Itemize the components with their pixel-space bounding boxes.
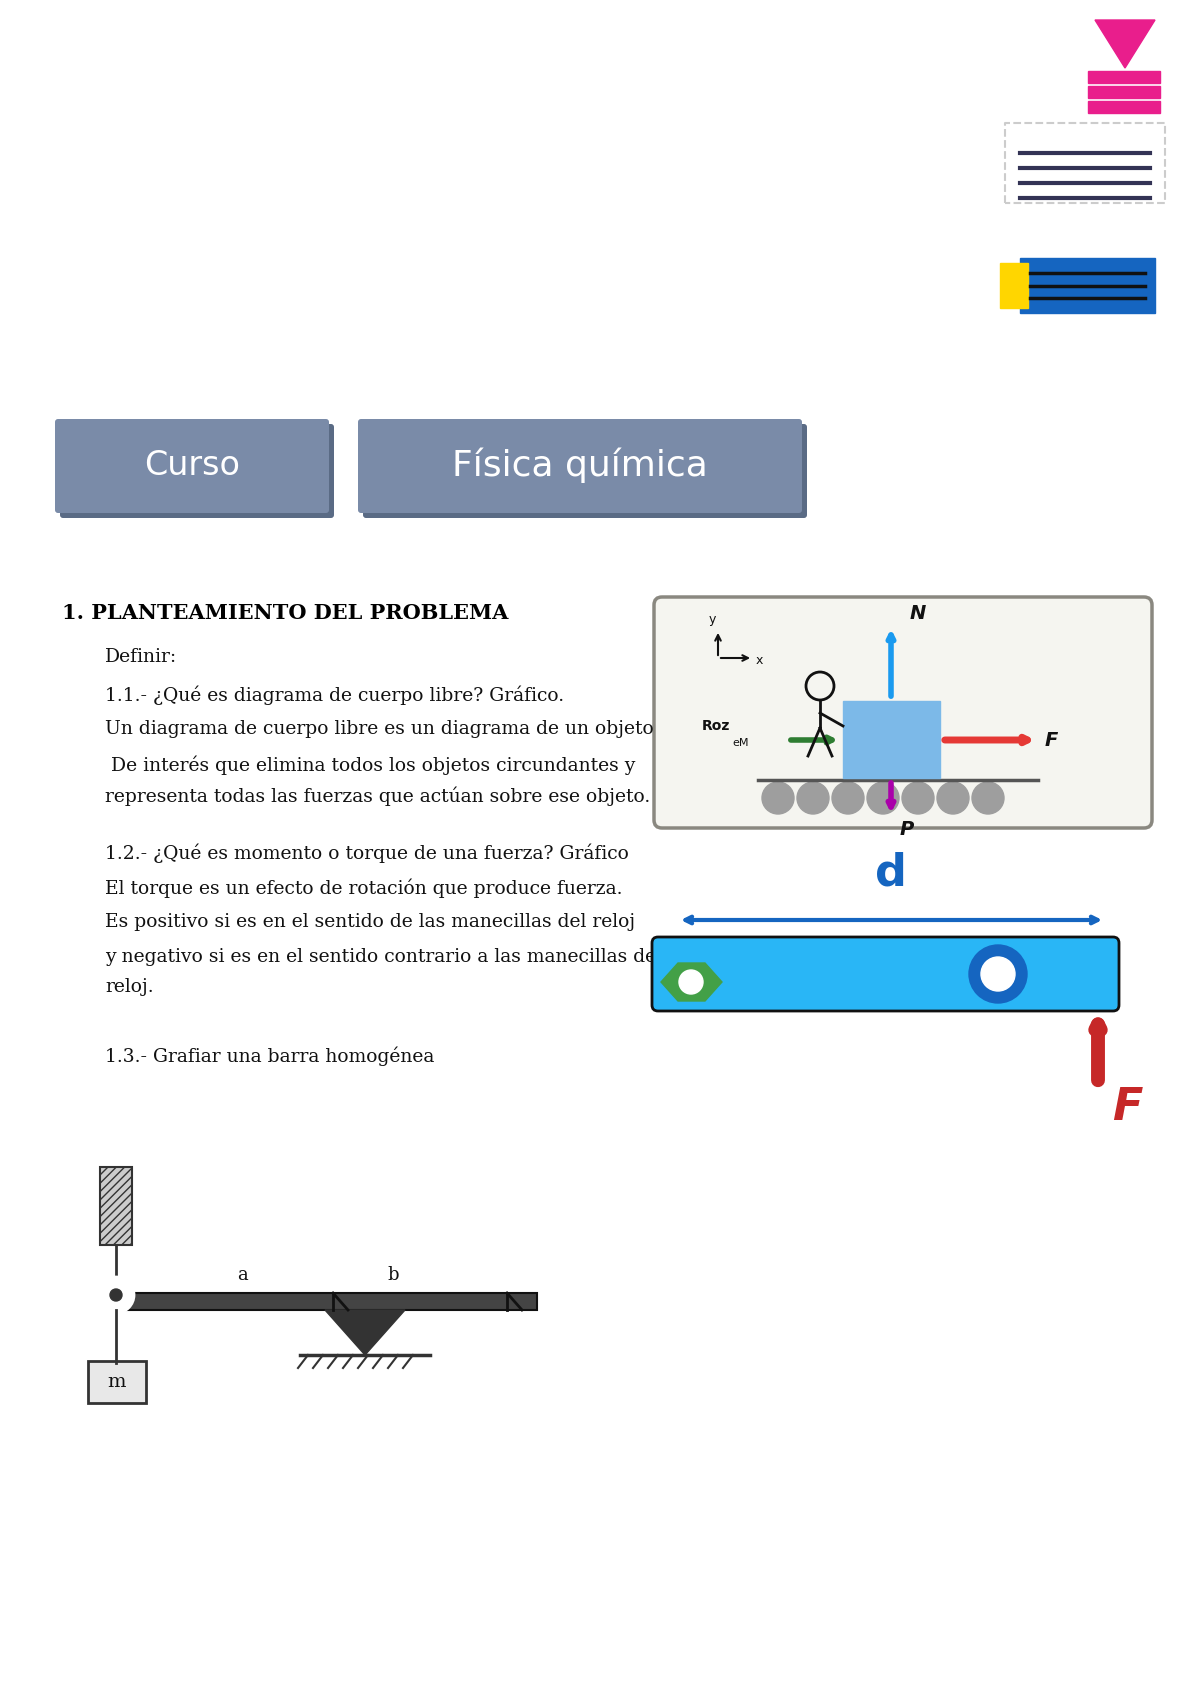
Text: De interés que elimina todos los objetos circundantes y: De interés que elimina todos los objetos… <box>106 756 635 774</box>
Circle shape <box>797 783 829 813</box>
Text: m: m <box>108 1374 126 1391</box>
Text: Definir:: Definir: <box>106 649 178 666</box>
Text: y: y <box>708 613 715 627</box>
Text: F: F <box>1112 1087 1142 1129</box>
Text: eM: eM <box>732 739 749 749</box>
Text: Un diagrama de cuerpo libre es un diagrama de un objeto: Un diagrama de cuerpo libre es un diagra… <box>106 720 654 739</box>
Text: reloj.: reloj. <box>106 978 154 997</box>
FancyBboxPatch shape <box>55 419 329 513</box>
FancyBboxPatch shape <box>652 937 1120 1010</box>
Text: 1. PLANTEAMIENTO DEL PROBLEMA: 1. PLANTEAMIENTO DEL PROBLEMA <box>62 603 509 623</box>
Circle shape <box>982 958 1015 992</box>
Circle shape <box>98 1277 134 1313</box>
Circle shape <box>902 783 934 813</box>
Text: 1.1.- ¿Qué es diagrama de cuerpo libre? Gráfico.: 1.1.- ¿Qué es diagrama de cuerpo libre? … <box>106 684 564 705</box>
Bar <box>112 1292 538 1309</box>
Circle shape <box>970 946 1027 1004</box>
Text: F: F <box>1045 730 1058 749</box>
Bar <box>1000 263 1028 307</box>
Text: 1.3.- Grafiar una barra homogénea: 1.3.- Grafiar una barra homogénea <box>106 1046 434 1066</box>
Circle shape <box>866 783 899 813</box>
Bar <box>1088 100 1160 114</box>
Circle shape <box>679 970 703 993</box>
Bar <box>100 1167 132 1245</box>
Polygon shape <box>661 963 722 1002</box>
Circle shape <box>110 1289 122 1301</box>
Bar <box>88 1362 146 1403</box>
Polygon shape <box>325 1309 406 1355</box>
FancyBboxPatch shape <box>654 598 1152 829</box>
Text: y negativo si es en el sentido contrario a las manecillas del: y negativo si es en el sentido contrario… <box>106 947 662 966</box>
Text: 1.2.- ¿Qué es momento o torque de una fuerza? Gráfico: 1.2.- ¿Qué es momento o torque de una fu… <box>106 842 629 863</box>
Polygon shape <box>1096 20 1154 68</box>
Text: b: b <box>388 1267 398 1284</box>
Bar <box>1020 258 1154 312</box>
Text: x: x <box>756 654 763 667</box>
Text: Es positivo si es en el sentido de las manecillas del reloj: Es positivo si es en el sentido de las m… <box>106 914 635 931</box>
Text: Física química: Física química <box>452 447 708 482</box>
Text: P: P <box>900 820 914 839</box>
Text: Curso: Curso <box>144 448 240 482</box>
Text: d: d <box>875 851 907 895</box>
Bar <box>842 701 940 778</box>
FancyBboxPatch shape <box>358 419 802 513</box>
Circle shape <box>937 783 970 813</box>
Bar <box>1088 71 1160 83</box>
FancyBboxPatch shape <box>364 424 808 518</box>
Text: Roz: Roz <box>702 718 731 734</box>
Text: El torque es un efecto de rotación que produce fuerza.: El torque es un efecto de rotación que p… <box>106 878 623 898</box>
Circle shape <box>972 783 1004 813</box>
FancyBboxPatch shape <box>60 424 334 518</box>
Circle shape <box>762 783 794 813</box>
Text: a: a <box>236 1267 247 1284</box>
Text: representa todas las fuerzas que actúan sobre ese objeto.: representa todas las fuerzas que actúan … <box>106 786 650 805</box>
Circle shape <box>832 783 864 813</box>
Text: N: N <box>910 604 926 623</box>
Bar <box>1088 87 1160 98</box>
